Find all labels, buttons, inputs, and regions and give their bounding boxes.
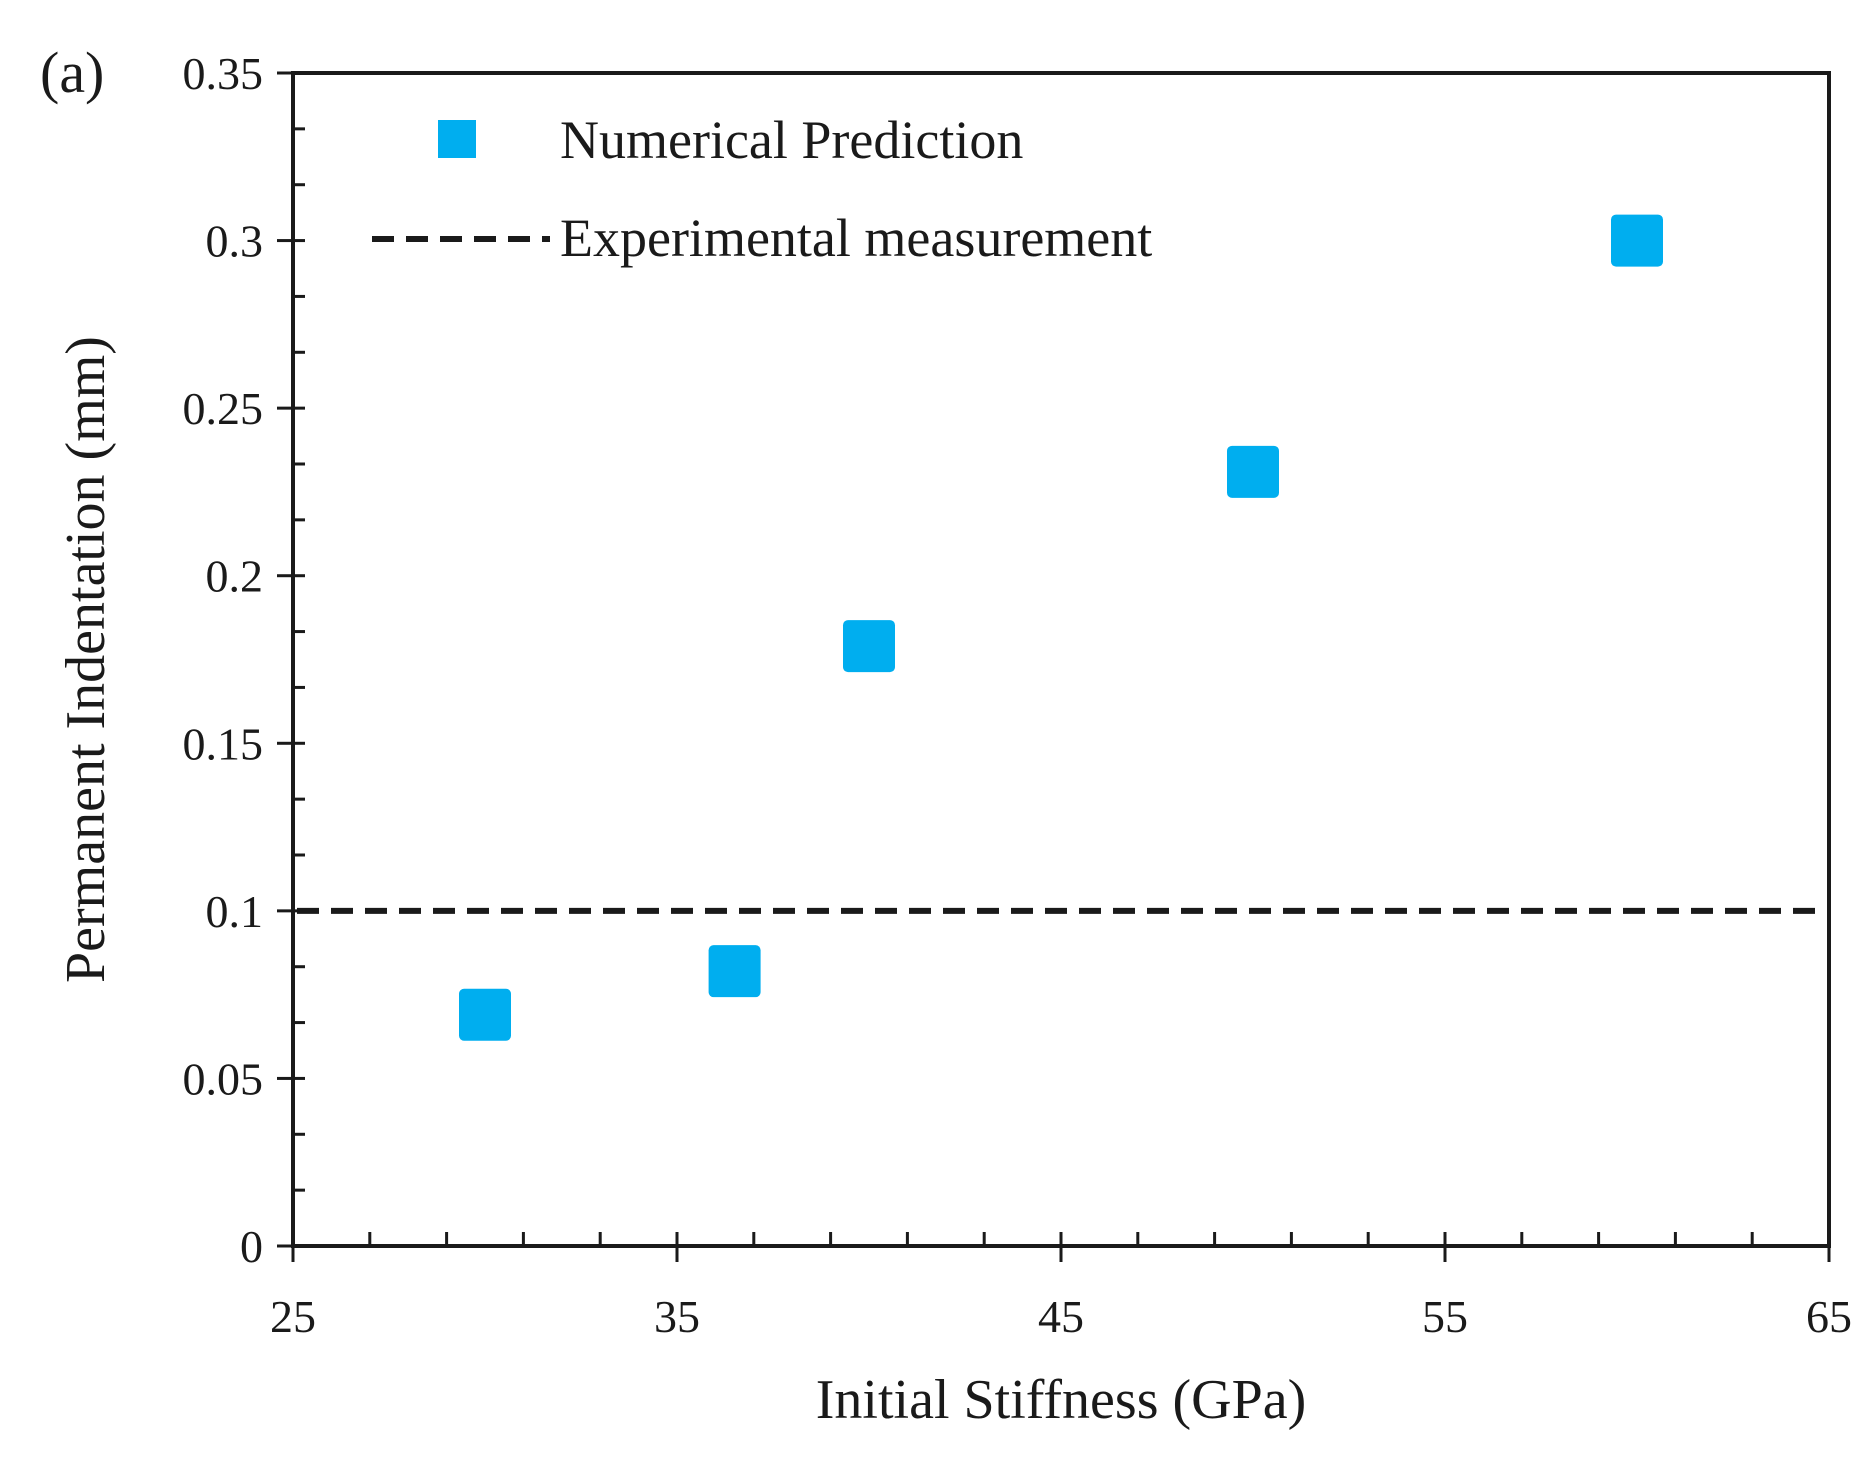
panel-label: (a) bbox=[40, 40, 104, 105]
data-point bbox=[708, 945, 761, 998]
y-tick-label: 0.15 bbox=[183, 718, 264, 769]
y-tick-label: 0.35 bbox=[183, 48, 264, 99]
y-tick-label: 0 bbox=[240, 1221, 263, 1272]
x-tick-label: 35 bbox=[654, 1291, 700, 1342]
y-tick-label: 0.3 bbox=[206, 216, 264, 267]
legend: Numerical Prediction Experimental measur… bbox=[372, 110, 1152, 268]
y-tick-labels: 0 0.05 0.1 0.15 0.2 0.25 0.3 0.35 bbox=[183, 48, 264, 1272]
x-axis-title: Initial Stiffness (GPa) bbox=[816, 1369, 1306, 1431]
y-tick-label: 0.05 bbox=[183, 1053, 264, 1104]
x-tick-label: 25 bbox=[270, 1291, 316, 1342]
x-tick-labels: 25 35 45 55 65 bbox=[270, 1291, 1852, 1342]
y-tick-label: 0.25 bbox=[183, 383, 264, 434]
data-point bbox=[843, 620, 895, 673]
legend-marker-numerical-prediction bbox=[438, 120, 476, 158]
data-points bbox=[459, 214, 1663, 1041]
legend-label-experimental-measurement: Experimental measurement bbox=[560, 208, 1152, 268]
y-axis-title: Permanent Indentation (mm) bbox=[55, 336, 117, 983]
legend-label-numerical-prediction: Numerical Prediction bbox=[560, 110, 1023, 170]
y-tick-label: 0.1 bbox=[206, 886, 264, 937]
y-tick-label: 0.2 bbox=[206, 551, 264, 602]
data-point bbox=[1611, 214, 1663, 267]
data-point bbox=[1227, 445, 1279, 498]
x-tick-label: 65 bbox=[1806, 1291, 1852, 1342]
x-tick-label: 45 bbox=[1038, 1291, 1084, 1342]
data-point bbox=[459, 988, 511, 1041]
plot-area bbox=[291, 71, 1831, 1248]
x-tick-label: 55 bbox=[1422, 1291, 1468, 1342]
